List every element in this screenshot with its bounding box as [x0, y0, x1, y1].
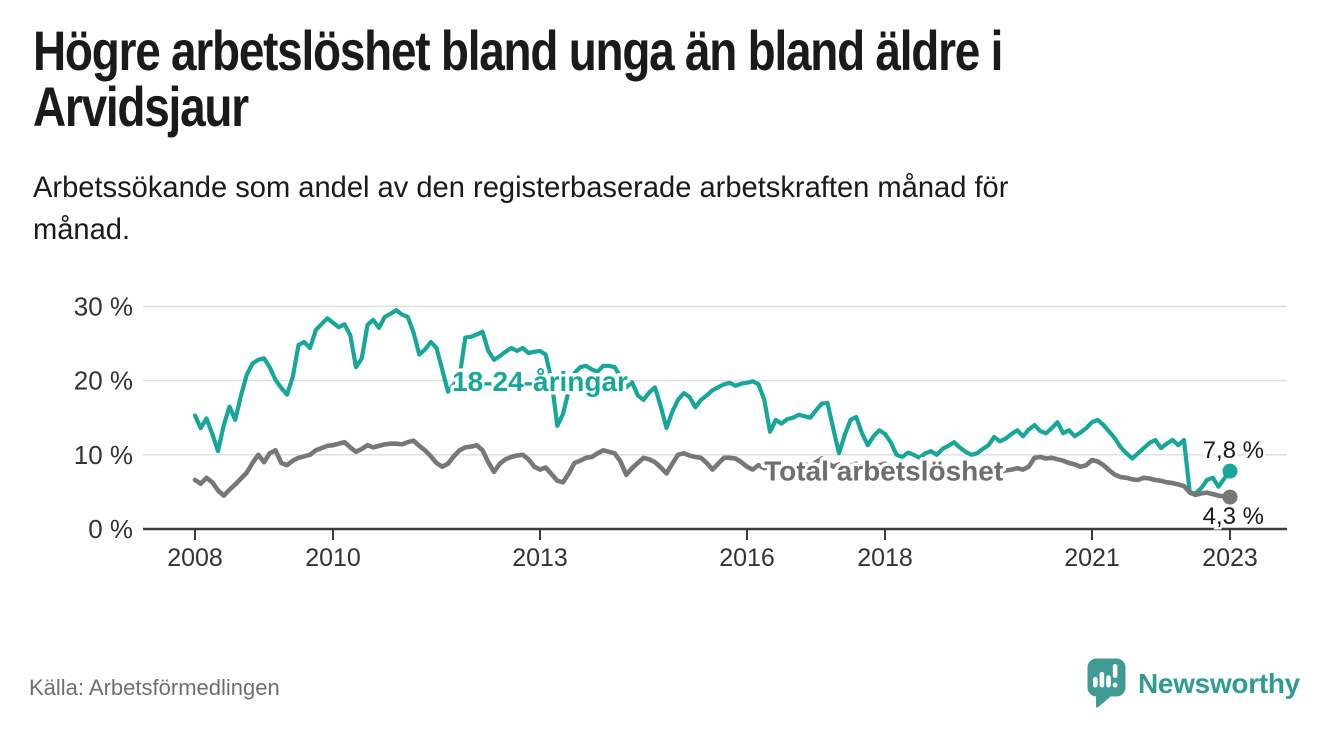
x-tick-label-2008: 2008	[167, 544, 223, 572]
newsworthy-wordmark: Newsworthy	[1138, 668, 1300, 699]
source-note: Källa: Arbetsförmedlingen	[29, 675, 280, 700]
end-dot-total	[1222, 489, 1238, 505]
x-tick-label-2018: 2018	[857, 544, 913, 572]
newsworthy-bubble-chart-icon	[1086, 657, 1128, 714]
end-value-label-total: 4,3 %	[1203, 503, 1264, 530]
x-tick-label-2010: 2010	[305, 544, 361, 572]
unemployment-chart: 2008 2010 2013 2016 2018 2021 2023 0 % 10 % 20 % 3…	[74, 291, 1287, 572]
page-title: Högre arbetslöshet bland unga än bland ä…	[33, 19, 1003, 138]
series-label-youth: 18-24-åringar	[452, 366, 628, 397]
series-label-total: Total arbetslöshet	[764, 455, 1003, 486]
end-dot-youth	[1222, 463, 1238, 479]
newsworthy-logo[interactable]: Newsworthy	[1086, 657, 1300, 714]
x-tick-label-2016: 2016	[719, 544, 775, 572]
x-tick-label-2021: 2021	[1064, 544, 1120, 572]
y-tick-label-10: 10 %	[74, 440, 133, 470]
x-tick-label-2013: 2013	[512, 544, 568, 572]
x-tick-label-2023: 2023	[1202, 544, 1258, 572]
end-value-label-youth: 7,8 %	[1203, 437, 1264, 464]
y-tick-label-30: 30 %	[74, 291, 133, 321]
y-tick-label-20: 20 %	[74, 366, 133, 396]
series-line-youth	[192, 308, 1233, 496]
series-line-total	[192, 438, 1233, 500]
page-subtitle: Arbetssökande som andel av den registerb…	[33, 171, 1009, 246]
y-tick-label-0: 0 %	[88, 514, 133, 544]
